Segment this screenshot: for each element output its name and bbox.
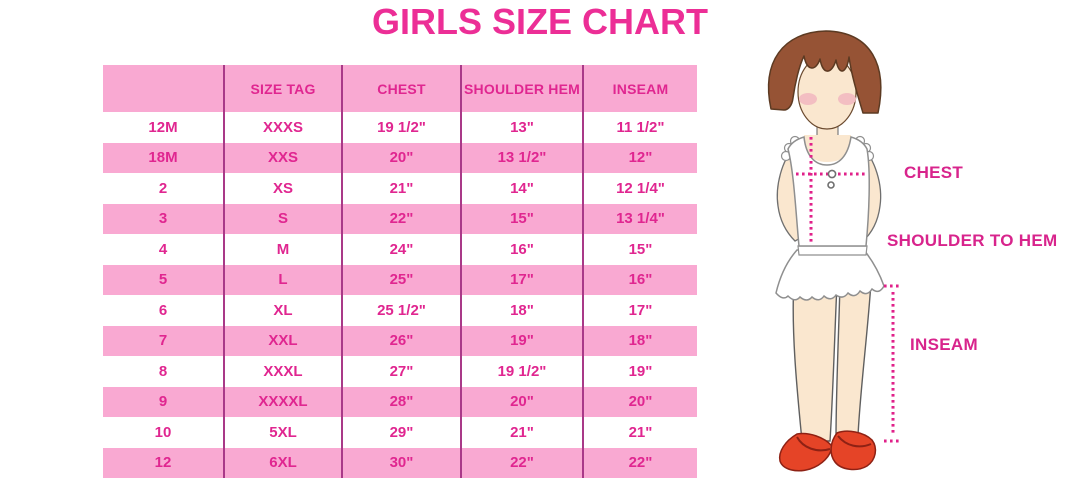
page-title: GIRLS SIZE CHART bbox=[371, 1, 708, 42]
top-button-1 bbox=[827, 169, 837, 179]
table-cell: 25" bbox=[341, 264, 461, 295]
table-cell: 21" bbox=[341, 173, 461, 204]
table-cell: 13" bbox=[460, 112, 583, 143]
table-cell: 20" bbox=[460, 386, 583, 417]
girl-illustration-svg bbox=[767, 30, 902, 472]
girl-waistband bbox=[797, 245, 868, 256]
table-cell: L bbox=[223, 264, 342, 295]
girl-figure: CHEST SHOULDER TO HEM INSEAM bbox=[700, 0, 1080, 482]
table-cell: 13 1/2" bbox=[460, 142, 583, 173]
size-chart-table: SIZE TAG CHEST SHOULDER HEM INSEAM 12M XXXS 1… bbox=[103, 65, 697, 478]
blush-right bbox=[838, 93, 856, 105]
table-cell: 11 1/2" bbox=[582, 112, 697, 143]
table-cell: 20" bbox=[341, 142, 461, 173]
girl-shoes bbox=[778, 430, 877, 472]
table-cell: XL bbox=[223, 295, 342, 326]
girl-top bbox=[787, 136, 870, 247]
table-cell: 22" bbox=[460, 447, 583, 478]
column-header bbox=[103, 65, 224, 112]
table-cell: 29" bbox=[341, 417, 461, 448]
table-cell: 17" bbox=[460, 264, 583, 295]
table-cell: 16" bbox=[460, 234, 583, 265]
table-cell: M bbox=[223, 234, 342, 265]
table-cell: 19 1/2" bbox=[341, 112, 461, 143]
table-cell: 30" bbox=[341, 447, 461, 478]
chest-measure-label: CHEST bbox=[904, 163, 964, 182]
table-cell: 17" bbox=[582, 295, 697, 326]
table-cell: XXS bbox=[223, 142, 342, 173]
table-row: 12M XXXS 19 1/2" 13" 11 1/2" bbox=[103, 112, 697, 143]
table-cell: 19 1/2" bbox=[460, 356, 583, 387]
table-cell: 5 bbox=[158, 271, 168, 289]
table-cell: XXL bbox=[223, 325, 342, 356]
table-cell: 22" bbox=[582, 447, 697, 478]
column-header: SHOULDER HEM bbox=[460, 65, 583, 112]
table-cell: 20" bbox=[582, 386, 697, 417]
table-cell: 27" bbox=[341, 356, 461, 387]
table-cell: 16" bbox=[582, 264, 697, 295]
table-row: 7 XXL 26" 19" 18" bbox=[103, 325, 697, 356]
table-cell: S bbox=[223, 203, 342, 234]
table-cell: 19" bbox=[460, 325, 583, 356]
table-cell: 2 bbox=[158, 179, 168, 197]
girl-chest-skin bbox=[804, 135, 851, 162]
table-cell: 3 bbox=[158, 210, 168, 228]
table-cell: 6XL bbox=[223, 447, 342, 478]
table-cell: 18M bbox=[148, 149, 178, 167]
top-button-2 bbox=[827, 181, 835, 189]
table-row: 5 L 25" 17" 16" bbox=[103, 264, 697, 295]
table-cell: 12 bbox=[154, 454, 172, 472]
table-cell: 5XL bbox=[223, 417, 342, 448]
table-cell: 18" bbox=[582, 325, 697, 356]
table-cell: 13 1/4" bbox=[582, 203, 697, 234]
table-cell: 12 1/4" bbox=[582, 173, 697, 204]
girl-skirt bbox=[775, 249, 885, 301]
girl-legs bbox=[792, 279, 872, 442]
table-row: 8 XXXL 27" 19 1/2" 19" bbox=[103, 356, 697, 387]
table-row: 18M XXS 20" 13 1/2" 12" bbox=[103, 142, 697, 173]
column-header: SIZE TAG bbox=[223, 65, 342, 112]
table-cell: 19" bbox=[582, 356, 697, 387]
table-cell: 21" bbox=[460, 417, 583, 448]
table-row: 2 XS 21" 14" 12 1/4" bbox=[103, 173, 697, 204]
table-cell: 9 bbox=[158, 393, 168, 411]
table-cell: XXXS bbox=[223, 112, 342, 143]
table-cell: 7 bbox=[158, 332, 168, 350]
table-cell: XS bbox=[223, 173, 342, 204]
table-cell: 6 bbox=[158, 301, 168, 319]
table-row: 10 5XL 29" 21" 21" bbox=[103, 417, 697, 448]
table-cell: 10 bbox=[154, 423, 172, 441]
table-cell: 28" bbox=[341, 386, 461, 417]
blush-left bbox=[799, 93, 817, 105]
inseam-measure-label: INSEAM bbox=[910, 335, 978, 354]
table-cell: 4 bbox=[158, 240, 168, 258]
table-cell: 12M bbox=[148, 118, 178, 136]
column-header: INSEAM bbox=[582, 65, 697, 112]
table-cell: 26" bbox=[341, 325, 461, 356]
table-cell: 14" bbox=[460, 173, 583, 204]
table-cell: 15" bbox=[460, 203, 583, 234]
table-row: 6 XL 25 1/2" 18" 17" bbox=[103, 295, 697, 326]
table-cell: 25 1/2" bbox=[341, 295, 461, 326]
table-cell: 12" bbox=[582, 142, 697, 173]
size-chart-header-row: SIZE TAG CHEST SHOULDER HEM INSEAM bbox=[103, 65, 697, 112]
table-cell: 15" bbox=[582, 234, 697, 265]
table-cell: 18" bbox=[460, 295, 583, 326]
table-cell: 21" bbox=[582, 417, 697, 448]
table-cell: XXXL bbox=[223, 356, 342, 387]
table-row: 9 XXXXL 28" 20" 20" bbox=[103, 386, 697, 417]
table-cell: XXXXL bbox=[223, 386, 342, 417]
table-row: 3 S 22" 15" 13 1/4" bbox=[103, 203, 697, 234]
girl-hair bbox=[767, 30, 882, 114]
column-header: CHEST bbox=[341, 65, 461, 112]
table-cell: 8 bbox=[158, 362, 168, 380]
table-row: 12 6XL 30" 22" 22" bbox=[103, 447, 697, 478]
shoulder-to-hem-measure-label: SHOULDER TO HEM bbox=[887, 231, 1058, 250]
table-row: 4 M 24" 16" 15" bbox=[103, 234, 697, 265]
table-cell: 24" bbox=[341, 234, 461, 265]
table-cell: 22" bbox=[341, 203, 461, 234]
